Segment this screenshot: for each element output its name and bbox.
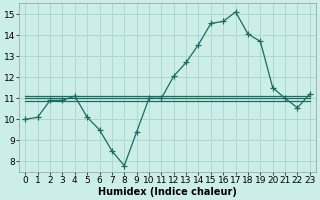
X-axis label: Humidex (Indice chaleur): Humidex (Indice chaleur)	[98, 187, 237, 197]
